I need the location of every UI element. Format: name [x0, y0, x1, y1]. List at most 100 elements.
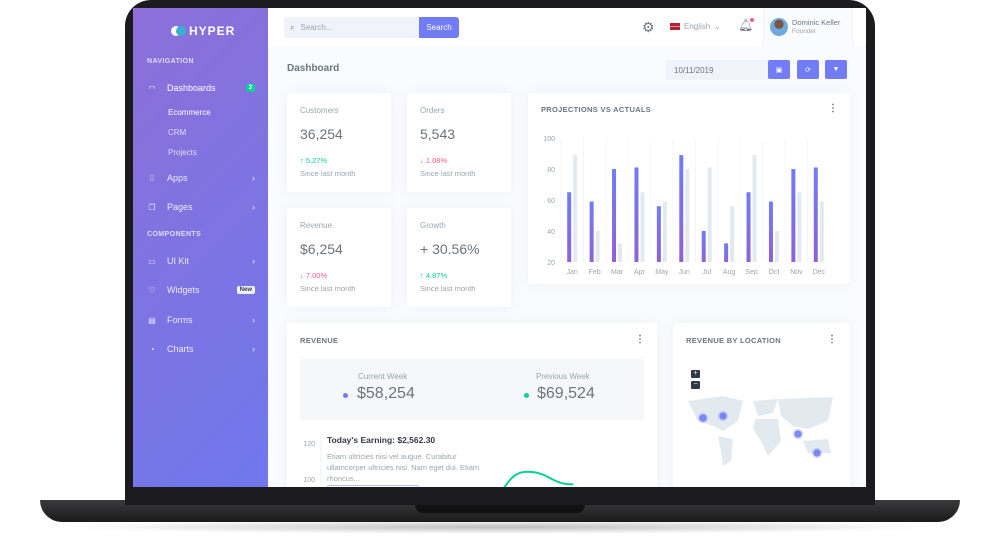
topbar: ⌕ Search... Search ⚙ English ⌄ 🔔︎ Dominic … — [268, 8, 866, 46]
zoom-in-button[interactable]: + — [691, 370, 700, 378]
x-tick-label: Aug — [723, 269, 736, 276]
sidebar-item-dashboards[interactable]: ◠ Dashboards 3 — [147, 80, 255, 96]
stat-change: ↓ 1.08% — [420, 156, 448, 165]
sidebar: HYPER NAVIGATION ◠ Dashboards 3 Ecommerce … — [133, 8, 268, 487]
components-section-title: COMPONENTS — [147, 231, 202, 238]
bar-actual — [724, 243, 729, 262]
current-dot — [343, 393, 348, 398]
more-vertical-icon[interactable]: ⋮ — [635, 334, 645, 345]
more-vertical-icon[interactable]: ⋮ — [827, 334, 837, 345]
stat-card: Orders 5,543 ↓ 1.08% Since last month — [407, 93, 511, 192]
sidebar-item-apps[interactable]: ⁞⁞ Apps › — [147, 170, 255, 186]
stat-card: Growth + 30.56% ↑ 4.87% Since last month — [407, 208, 511, 307]
stat-value: 5,543 — [420, 126, 456, 142]
calendar-button[interactable]: ▣ — [768, 60, 790, 79]
user-menu[interactable]: Dominic Keller Founder — [763, 8, 853, 46]
pie-chart-icon: ◔ — [149, 344, 155, 354]
search-icon: ⌕ — [290, 22, 295, 32]
bar-projection — [573, 155, 578, 262]
x-tick-label: Jun — [679, 269, 690, 276]
laptop-notch — [415, 505, 585, 513]
heart-icon: ♡ — [148, 285, 156, 295]
grid-icon: ⁞⁞ — [149, 173, 155, 183]
y-tick-label: 120 — [303, 441, 315, 448]
x-tick-label: Jul — [702, 269, 711, 276]
arrow-down-icon: ↓ — [420, 156, 424, 165]
previous-dot — [524, 393, 529, 398]
projections-bar-chart: 100 80 60 40 20 Jan Feb Mar Apr May Jun Jul Aug Sep Oc… — [543, 136, 825, 276]
bar-actual — [791, 169, 796, 262]
location-marker[interactable] — [812, 448, 822, 458]
chevron-down-icon: ⌄ — [714, 22, 721, 31]
filter-button[interactable]: ▼ — [825, 60, 847, 79]
bar-projection — [662, 201, 667, 262]
current-week-value: $58,254 — [357, 385, 415, 402]
language-dropdown[interactable]: English ⌄ — [670, 22, 721, 31]
stat-value: 36,254 — [300, 126, 343, 142]
bar-actual — [768, 201, 773, 262]
card-title: PROJECTIONS VS ACTUALS — [541, 105, 652, 114]
x-tick-label: Nov — [790, 269, 803, 276]
us-flag-icon — [670, 23, 680, 30]
card-title: REVENUE BY LOCATION — [686, 336, 782, 345]
earning-button[interactable] — [327, 485, 419, 487]
earning-title: Today's Earning: $2,562.30 — [327, 435, 436, 445]
previous-week-value: $69,524 — [537, 385, 595, 402]
notification-dot — [750, 18, 755, 22]
revenue-card: REVENUE ⋮ Current Week $58,254 Previous … — [287, 323, 657, 487]
stat-label: Revenue — [300, 221, 333, 230]
logo-icon — [171, 26, 186, 36]
location-marker[interactable] — [718, 411, 728, 421]
chevron-right-icon: › — [252, 315, 255, 325]
sidebar-subitem-ecommerce[interactable]: Ecommerce — [168, 108, 211, 117]
stat-card: Revenue $6,254 ↓ 7.00% Since last month — [287, 208, 391, 307]
sidebar-item-forms[interactable]: ▤ Forms › — [148, 315, 255, 325]
refresh-button[interactable]: ⟳ — [797, 60, 819, 79]
search-button[interactable]: Search — [419, 17, 459, 38]
sidebar-item-charts[interactable]: ◔ Charts › — [147, 341, 255, 357]
bar-actual — [701, 231, 706, 262]
earning-text: Etiam ultricies nisi vel augue. Curabitu… — [327, 452, 480, 483]
location-marker[interactable] — [793, 429, 803, 439]
date-input[interactable]: 10/11/2019 — [666, 60, 768, 80]
notification-bell-icon[interactable]: 🔔︎ — [738, 18, 755, 32]
bar-projection — [707, 167, 712, 262]
more-vertical-icon[interactable]: ⋮ — [828, 103, 838, 114]
avatar — [770, 18, 788, 36]
new-badge: New — [236, 286, 255, 294]
stat-label: Growth — [420, 221, 446, 230]
arrow-down-icon: ↓ — [300, 271, 304, 280]
stat-card: Customers 36,254 ↑ 5.27% Since last mont… — [287, 93, 391, 192]
bar-actual — [656, 206, 661, 262]
settings-gear-icon[interactable]: ⚙ — [642, 19, 655, 35]
sidebar-item-widgets[interactable]: ♡ Widgets New — [147, 282, 255, 298]
search-input[interactable]: ⌕ Search... — [284, 17, 419, 38]
refresh-icon: ⟳ — [805, 66, 811, 74]
bar-projection — [752, 155, 757, 262]
logo[interactable]: HYPER — [171, 24, 235, 38]
sidebar-subitem-projects[interactable]: Projects — [168, 148, 197, 157]
stat-note: Since last month — [420, 169, 476, 178]
sidebar-subitem-crm[interactable]: CRM — [168, 128, 187, 137]
stat-change: ↑ 4.87% — [420, 271, 448, 280]
bar-actual — [612, 169, 617, 262]
y-tick-label: 100 — [303, 477, 315, 484]
count-badge: 3 — [245, 84, 255, 92]
arrow-up-icon: ↑ — [300, 156, 304, 165]
page-title: Dashboard — [287, 63, 340, 74]
bar-projection — [640, 192, 645, 262]
stat-note: Since last month — [300, 284, 356, 293]
bar-actual — [679, 155, 684, 262]
location-markers — [698, 411, 822, 458]
revenue-line-series — [440, 470, 574, 487]
sidebar-item-pages[interactable]: ❐ Pages › — [148, 202, 255, 212]
stat-label: Customers — [300, 106, 339, 115]
location-marker[interactable] — [698, 413, 708, 423]
sidebar-item-uikit[interactable]: ▭ UI Kit › — [148, 256, 255, 266]
zoom-out-button[interactable]: − — [691, 381, 700, 389]
revenue-by-location-card: REVENUE BY LOCATION ⋮ + − — [673, 323, 850, 487]
bar-actual — [746, 192, 751, 262]
briefcase-icon: ▭ — [148, 256, 156, 266]
bar-projection — [685, 169, 690, 262]
card-title: REVENUE — [300, 336, 339, 345]
